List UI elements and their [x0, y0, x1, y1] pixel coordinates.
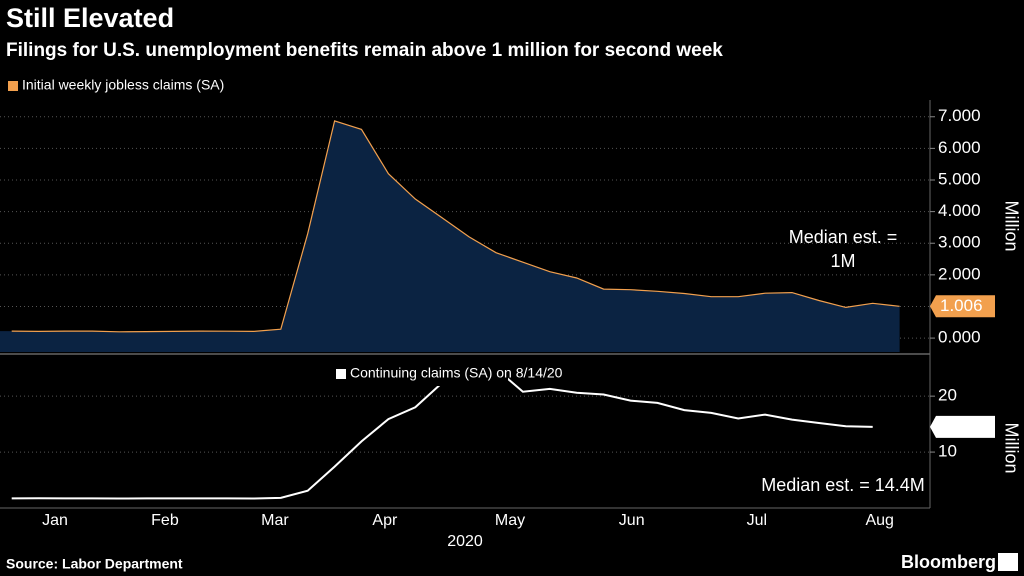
x-tick-label: Aug [865, 512, 893, 529]
y-tick-label: 6.000 [938, 138, 981, 157]
x-axis-label: 2020 [447, 533, 483, 550]
source: Source: Labor Department [6, 556, 183, 572]
legend-label: Initial weekly jobless claims (SA) [22, 77, 224, 93]
y-tick-label: 10 [938, 442, 957, 461]
y-tick-label: 0.000 [938, 328, 981, 347]
x-tick-label: Jun [619, 512, 645, 529]
legend-label: Continuing claims (SA) on 8/14/20 [350, 365, 563, 381]
y-tick-label: 20 [938, 386, 957, 405]
chart-subtitle: Filings for U.S. unemployment benefits r… [6, 40, 723, 61]
annotation: 1M [830, 251, 855, 271]
y-tick-label: 4.000 [938, 201, 981, 220]
annotation: Median est. = 14.4M [761, 475, 925, 495]
legend-box [330, 362, 508, 386]
annotation: Median est. = [789, 227, 898, 247]
x-tick-label: Jan [42, 512, 68, 529]
y-axis-label: Million [1001, 200, 1021, 251]
y-tick-label: 7.000 [938, 106, 981, 125]
value-badge-label: 14.5 [940, 416, 973, 435]
value-badge-label: 1.006 [940, 296, 983, 315]
area [0, 120, 900, 353]
value-badge [930, 295, 995, 318]
brand: Bloomberg [901, 552, 996, 572]
brand-logo [998, 553, 1018, 571]
legend-swatch [8, 81, 18, 91]
x-tick-label: Feb [151, 512, 179, 529]
y-tick-label: 5.000 [938, 169, 981, 188]
y-axis-label: Million [1001, 422, 1021, 473]
value-badge [930, 415, 995, 438]
y-tick-label: 3.000 [938, 233, 981, 252]
line [11, 120, 900, 333]
x-tick-label: Jul [747, 512, 767, 529]
x-tick-label: May [495, 512, 525, 529]
x-tick-label: Mar [261, 512, 289, 529]
y-tick-label: 2.000 [938, 264, 981, 283]
x-tick-label: Apr [372, 512, 398, 529]
legend-swatch [336, 369, 346, 379]
chart-title: Still Elevated [6, 3, 174, 33]
